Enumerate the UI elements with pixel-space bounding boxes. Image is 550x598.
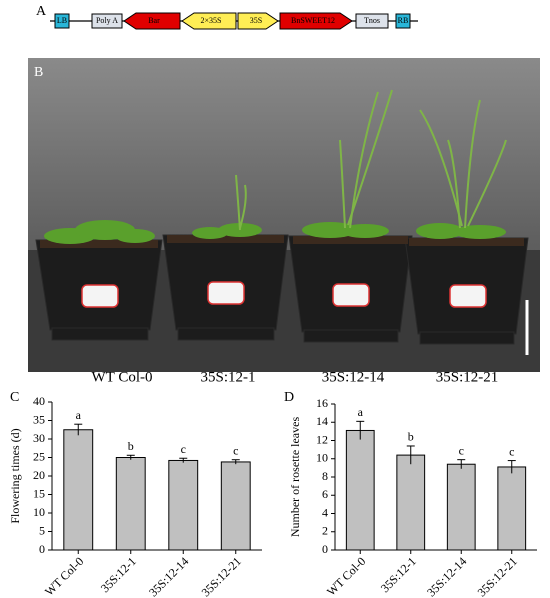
y-tick-label: 2 [322,524,328,538]
bar-arrow [123,12,181,30]
panel-label: A [36,4,47,19]
y-tick-label: 10 [316,451,328,465]
photo [28,58,540,372]
y-tick-label: 5 [39,523,45,537]
lb-box [54,13,70,29]
y-tick-label: 10 [33,505,45,519]
35s2-arrow [181,12,237,30]
bar [168,459,199,551]
y-tick-label: 40 [33,394,45,408]
y-axis-label: Number of rosette leaves [288,417,302,538]
construct-label: LB [57,16,67,25]
construct-label: Poly A [96,16,118,25]
y-tick-label: 0 [39,542,45,556]
photo-label: 35S:12-1 [200,369,255,385]
panel-label: B [34,65,43,80]
construct-label: 2×35S [201,16,222,25]
x-tick-label: WT Col-0 [324,554,368,598]
construct-label: Tnos [364,16,380,25]
y-tick-label: 35 [33,412,45,426]
x-tick-label: 35S:12-14 [146,554,191,598]
significance-label: c [181,442,186,456]
y-tick-label: 15 [33,486,45,500]
bar [396,454,426,551]
x-tick-label: 35S:12-21 [199,554,244,598]
y-tick-label: 14 [316,414,328,428]
photo-label: WT Col-0 [92,369,153,385]
y-tick-label: 25 [33,449,45,463]
photo-label: 35S:12-14 [322,369,385,385]
y-tick-label: 8 [322,469,328,483]
construct-label: Bar [148,16,160,25]
significance-label: c [233,443,238,457]
y-tick-label: 0 [322,542,328,556]
bar [497,466,527,551]
photo-label: 35S:12-21 [436,369,499,385]
y-tick-label: 16 [316,396,328,410]
y-tick-label: 20 [33,468,45,482]
significance-label: b [128,439,134,453]
polya-box [91,13,123,29]
bar [220,461,251,551]
significance-label: c [509,444,514,458]
bar [115,457,146,551]
x-tick-label: 35S:12-21 [475,554,520,598]
x-tick-label: 35S:12-14 [424,554,469,598]
gene-arrow [279,12,353,30]
significance-label: b [408,430,414,444]
y-axis-label: Flowering times (d) [8,428,22,523]
x-tick-label: 35S:12-1 [98,554,139,595]
panel-label: C [10,390,19,405]
y-tick-label: 30 [33,431,45,445]
x-tick-label: 35S:12-1 [378,554,419,595]
construct-label: RB [398,16,409,25]
significance-label: a [358,405,364,419]
bar [63,429,94,551]
y-tick-label: 12 [316,432,328,446]
bar [345,429,375,551]
significance-label: c [459,443,464,457]
y-tick-label: 6 [322,487,328,501]
y-tick-label: 4 [322,505,328,519]
rb-box [395,13,411,29]
panel-label: D [284,390,294,405]
x-tick-label: WT Col-0 [42,554,86,598]
35s-arrow [237,12,279,30]
construct-label: 35S [250,16,262,25]
construct-label: BnSWEET12 [291,16,335,25]
significance-label: a [76,408,82,422]
bar [446,463,476,551]
tnos-box [355,13,389,29]
